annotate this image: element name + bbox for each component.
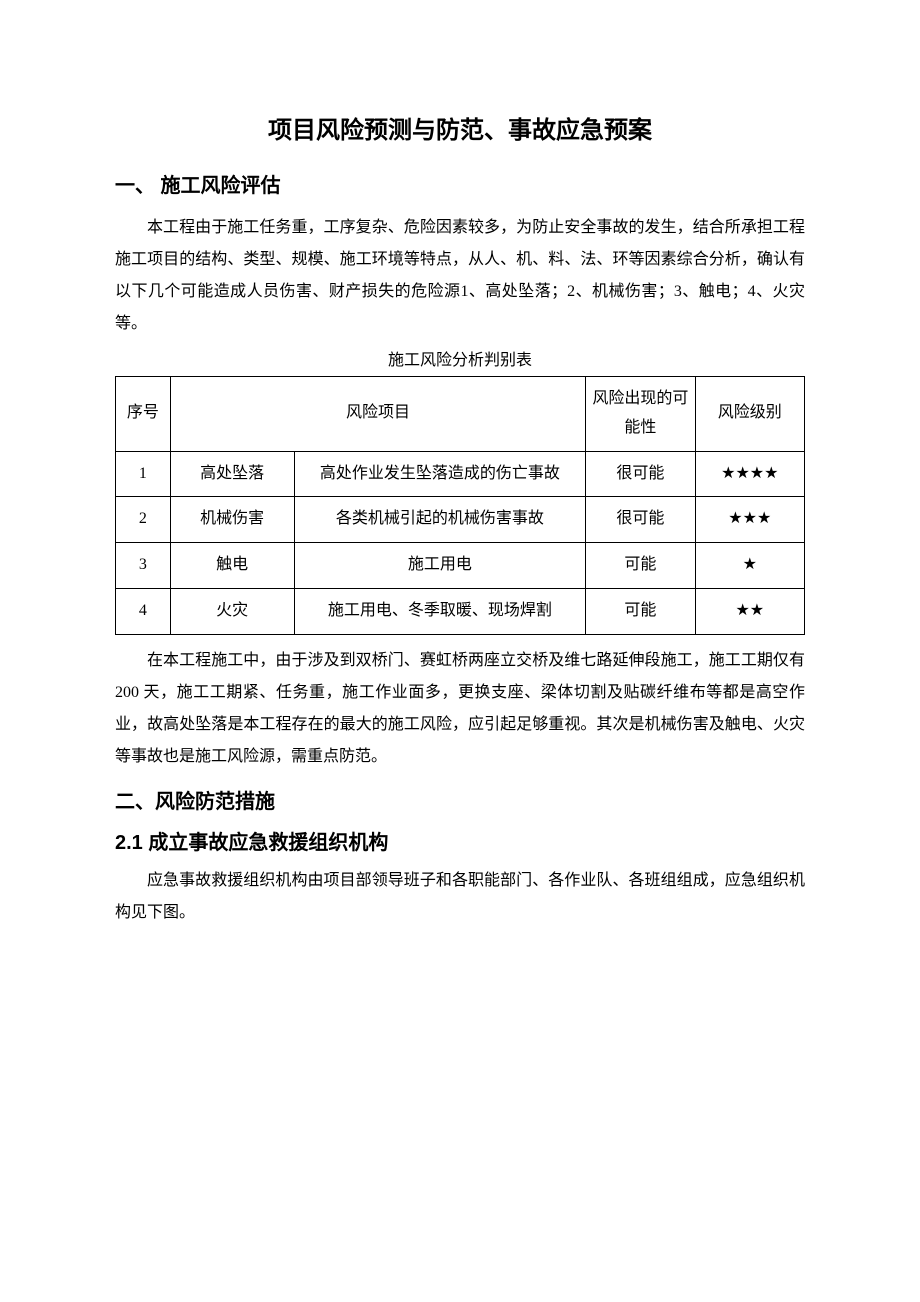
- cell-desc: 各类机械引起的机械伤害事故: [294, 497, 586, 543]
- table-header-row: 序号 风险项目 风险出现的可能性 风险级别: [116, 377, 805, 452]
- risk-analysis-table: 序号 风险项目 风险出现的可能性 风险级别 1 高处坠落 高处作业发生坠落造成的…: [115, 376, 805, 635]
- table-row: 3 触电 施工用电 可能 ★: [116, 543, 805, 589]
- section-1-heading: 一、 施工风险评估: [115, 169, 805, 198]
- col-header-item: 风险项目: [170, 377, 586, 452]
- section-2-1-paragraph: 应急事故救援组织机构由项目部领导班子和各职能部门、各作业队、各班组组成，应急组织…: [115, 865, 805, 929]
- document-title: 项目风险预测与防范、事故应急预案: [115, 110, 805, 145]
- cell-seq: 1: [116, 451, 171, 497]
- cell-seq: 2: [116, 497, 171, 543]
- cell-category: 机械伤害: [170, 497, 294, 543]
- cell-seq: 4: [116, 588, 171, 634]
- cell-level: ★★★★: [695, 451, 804, 497]
- section-1-paragraph-1: 本工程由于施工任务重，工序复杂、危险因素较多，为防止安全事故的发生，结合所承担工…: [115, 212, 805, 340]
- cell-category: 触电: [170, 543, 294, 589]
- cell-seq: 3: [116, 543, 171, 589]
- cell-desc: 施工用电、冬季取暖、现场焊割: [294, 588, 586, 634]
- table-caption: 施工风险分析判别表: [115, 346, 805, 370]
- cell-category: 火灾: [170, 588, 294, 634]
- cell-level: ★★: [695, 588, 804, 634]
- cell-desc: 施工用电: [294, 543, 586, 589]
- table-row: 4 火灾 施工用电、冬季取暖、现场焊割 可能 ★★: [116, 588, 805, 634]
- cell-possibility: 很可能: [586, 451, 695, 497]
- cell-possibility: 可能: [586, 588, 695, 634]
- col-header-seq: 序号: [116, 377, 171, 452]
- section-1-paragraph-2: 在本工程施工中，由于涉及到双桥门、赛虹桥两座立交桥及维七路延伸段施工，施工工期仅…: [115, 645, 805, 773]
- cell-possibility: 可能: [586, 543, 695, 589]
- table-row: 1 高处坠落 高处作业发生坠落造成的伤亡事故 很可能 ★★★★: [116, 451, 805, 497]
- cell-category: 高处坠落: [170, 451, 294, 497]
- cell-level: ★★★: [695, 497, 804, 543]
- table-row: 2 机械伤害 各类机械引起的机械伤害事故 很可能 ★★★: [116, 497, 805, 543]
- section-2-1-heading: 2.1 成立事故应急救援组织机构: [115, 826, 805, 855]
- col-header-level: 风险级别: [695, 377, 804, 452]
- cell-level: ★: [695, 543, 804, 589]
- col-header-possibility: 风险出现的可能性: [586, 377, 695, 452]
- cell-desc: 高处作业发生坠落造成的伤亡事故: [294, 451, 586, 497]
- cell-possibility: 很可能: [586, 497, 695, 543]
- section-2-heading: 二、风险防范措施: [115, 785, 805, 814]
